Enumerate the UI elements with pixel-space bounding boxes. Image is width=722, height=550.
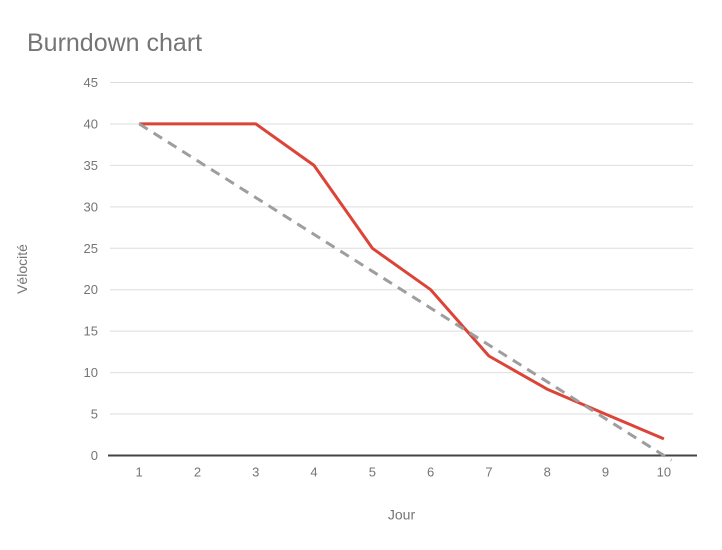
y-tick-label: 10 [84, 365, 98, 380]
series-line-ideal-burndown [138, 122, 673, 462]
y-tick-label: 35 [84, 158, 98, 173]
x-tick-label: 5 [369, 465, 376, 480]
x-tick-label: 4 [310, 465, 317, 480]
x-tick-label: 8 [544, 465, 551, 480]
y-tick-label: 0 [91, 448, 98, 463]
series-line-actual-velocity [139, 122, 665, 441]
x-axis-title: Jour [388, 507, 416, 523]
y-tick-label: 30 [84, 199, 98, 214]
x-tick-label: 10 [657, 465, 671, 480]
y-axis-title: Vélocité [14, 244, 30, 294]
y-tick-label: 25 [84, 241, 98, 256]
x-tick-label: 7 [485, 465, 492, 480]
chart-title: Burndown chart [27, 29, 203, 57]
y-tick-label: 15 [84, 324, 98, 339]
y-tick-label: 40 [84, 116, 98, 131]
x-tick-label: 6 [427, 465, 434, 480]
y-tick-label: 5 [91, 407, 98, 422]
y-tick-label: 20 [84, 282, 98, 297]
x-tick-label: 3 [252, 465, 259, 480]
y-tick-label: 45 [84, 75, 98, 90]
x-tick-label: 2 [194, 465, 201, 480]
x-tick-label: 1 [136, 465, 143, 480]
x-tick-label: 9 [602, 465, 609, 480]
